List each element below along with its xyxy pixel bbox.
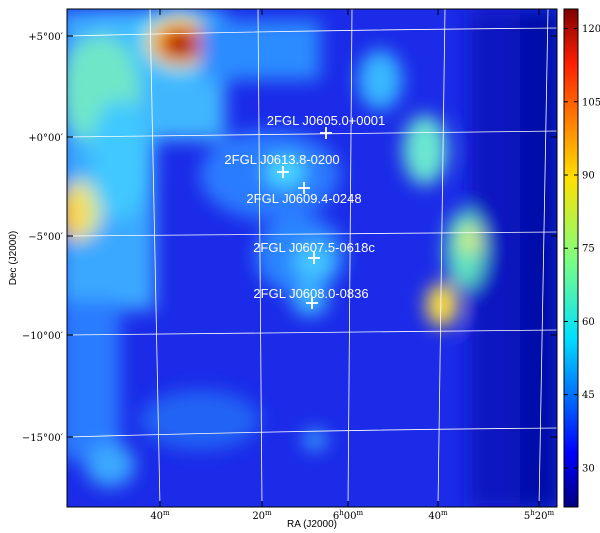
map-frame — [66, 8, 558, 508]
source-3: 2FGL J0607.5-0618c — [253, 240, 375, 264]
source-0: 2FGL J0605.0+0001 — [267, 113, 385, 139]
colorbar: 120 105 90 75 60 45 30 — [563, 8, 600, 508]
x-tick-label: 20m — [252, 509, 272, 522]
source-label: 2FGL J0608.0-0836 — [253, 286, 368, 301]
source-label: 2FGL J0609.4-0248 — [246, 191, 361, 206]
source-label: 2FGL J0605.0+0001 — [267, 113, 385, 128]
colorbar-tick-label: 120 — [582, 24, 600, 35]
source-1: 2FGL J0613.8-0200 — [224, 152, 340, 178]
sources-layer: 2FGL J0605.0+0001 2FGL J0613.8-0200 2FGL J… — [224, 113, 385, 309]
coordinate-grid — [67, 9, 557, 507]
emission-blobs — [67, 9, 557, 507]
intensity-map — [67, 9, 557, 507]
x-tick-label: 40m — [150, 509, 170, 522]
colorbar-ticks: 120 105 90 75 60 45 30 — [564, 24, 600, 474]
x-axis-label: RA (J2000) — [287, 519, 337, 530]
y-tick-label: +5°00′ — [28, 32, 63, 43]
y-axis-label: Dec (J2000) — [8, 231, 19, 285]
y-tick-label: −15°00′ — [22, 433, 64, 444]
source-label: 2FGL J0613.8-0200 — [224, 152, 339, 167]
x-tick-label: 5h20m — [524, 509, 555, 522]
y-tick-label: −10°00′ — [22, 331, 64, 342]
colorbar-tick-label: 60 — [582, 317, 595, 328]
colorbar-tick-label: 75 — [582, 244, 595, 255]
colorbar-tick-label: 90 — [582, 171, 595, 182]
source-label: 2FGL J0607.5-0618c — [253, 240, 375, 255]
y-tick-label: +0°00′ — [28, 133, 63, 144]
colorbar-tick-label: 45 — [582, 390, 595, 401]
source-2: 2FGL J0609.4-0248 — [246, 182, 362, 206]
x-tick-label: 6h00m — [333, 509, 364, 522]
colorbar-tick-label: 30 — [582, 463, 595, 474]
colorbar-tick-label: 105 — [582, 97, 600, 108]
x-tick-label: 40m — [428, 509, 448, 522]
source-4: 2FGL J0608.0-0836 — [253, 286, 369, 309]
colorbar-gradient — [563, 8, 579, 508]
y-tick-label: −5°00′ — [28, 232, 63, 243]
axes-layer: +5°00′ +0°00′ −5°00′ −10°00′ −15°00′ 40m 20m 6h… — [22, 9, 557, 522]
